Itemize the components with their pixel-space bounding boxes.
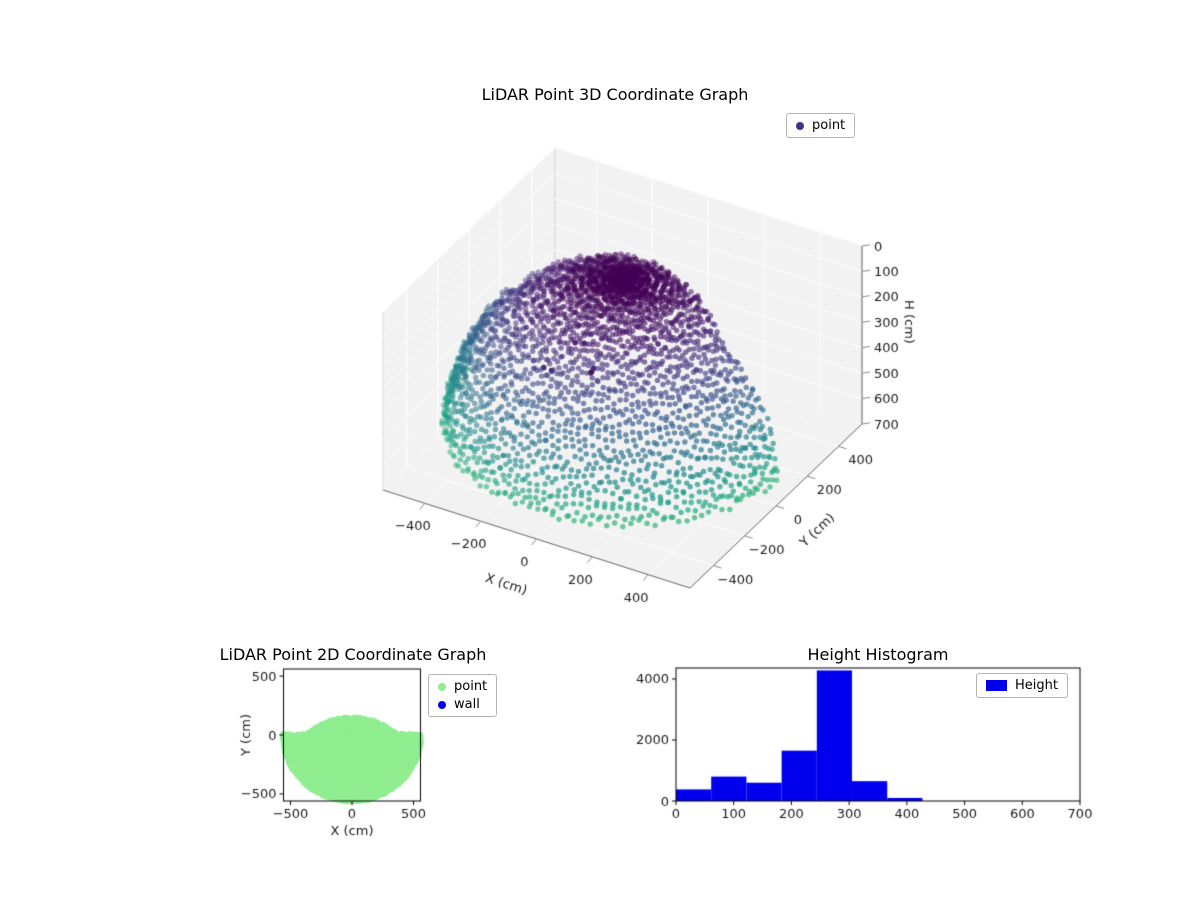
histogram-title: Height Histogram: [807, 645, 949, 664]
legend-label-wall-2d: wall: [454, 697, 480, 712]
legend-entry-height: Height: [986, 678, 1058, 693]
plot2d-title: LiDAR Point 2D Coordinate Graph: [219, 645, 487, 664]
legend-label-point-2d: point: [454, 679, 488, 694]
plot3d-legend: point: [786, 113, 856, 138]
point-marker-icon: [438, 682, 446, 691]
plot3d-title: LiDAR Point 3D Coordinate Graph: [481, 85, 749, 104]
legend-entry-point-3d: point: [796, 118, 845, 133]
plot2d-legend: point wall: [428, 674, 498, 717]
point-marker-icon: [796, 121, 804, 130]
legend-label-height: Height: [1015, 678, 1058, 693]
histogram-legend: Height: [976, 673, 1068, 698]
legend-entry-wall-2d: wall: [438, 697, 487, 712]
wall-marker-icon: [438, 700, 446, 709]
height-patch-icon: [986, 680, 1007, 691]
legend-entry-point-2d: point: [438, 679, 487, 694]
legend-label-point-3d: point: [812, 118, 846, 133]
